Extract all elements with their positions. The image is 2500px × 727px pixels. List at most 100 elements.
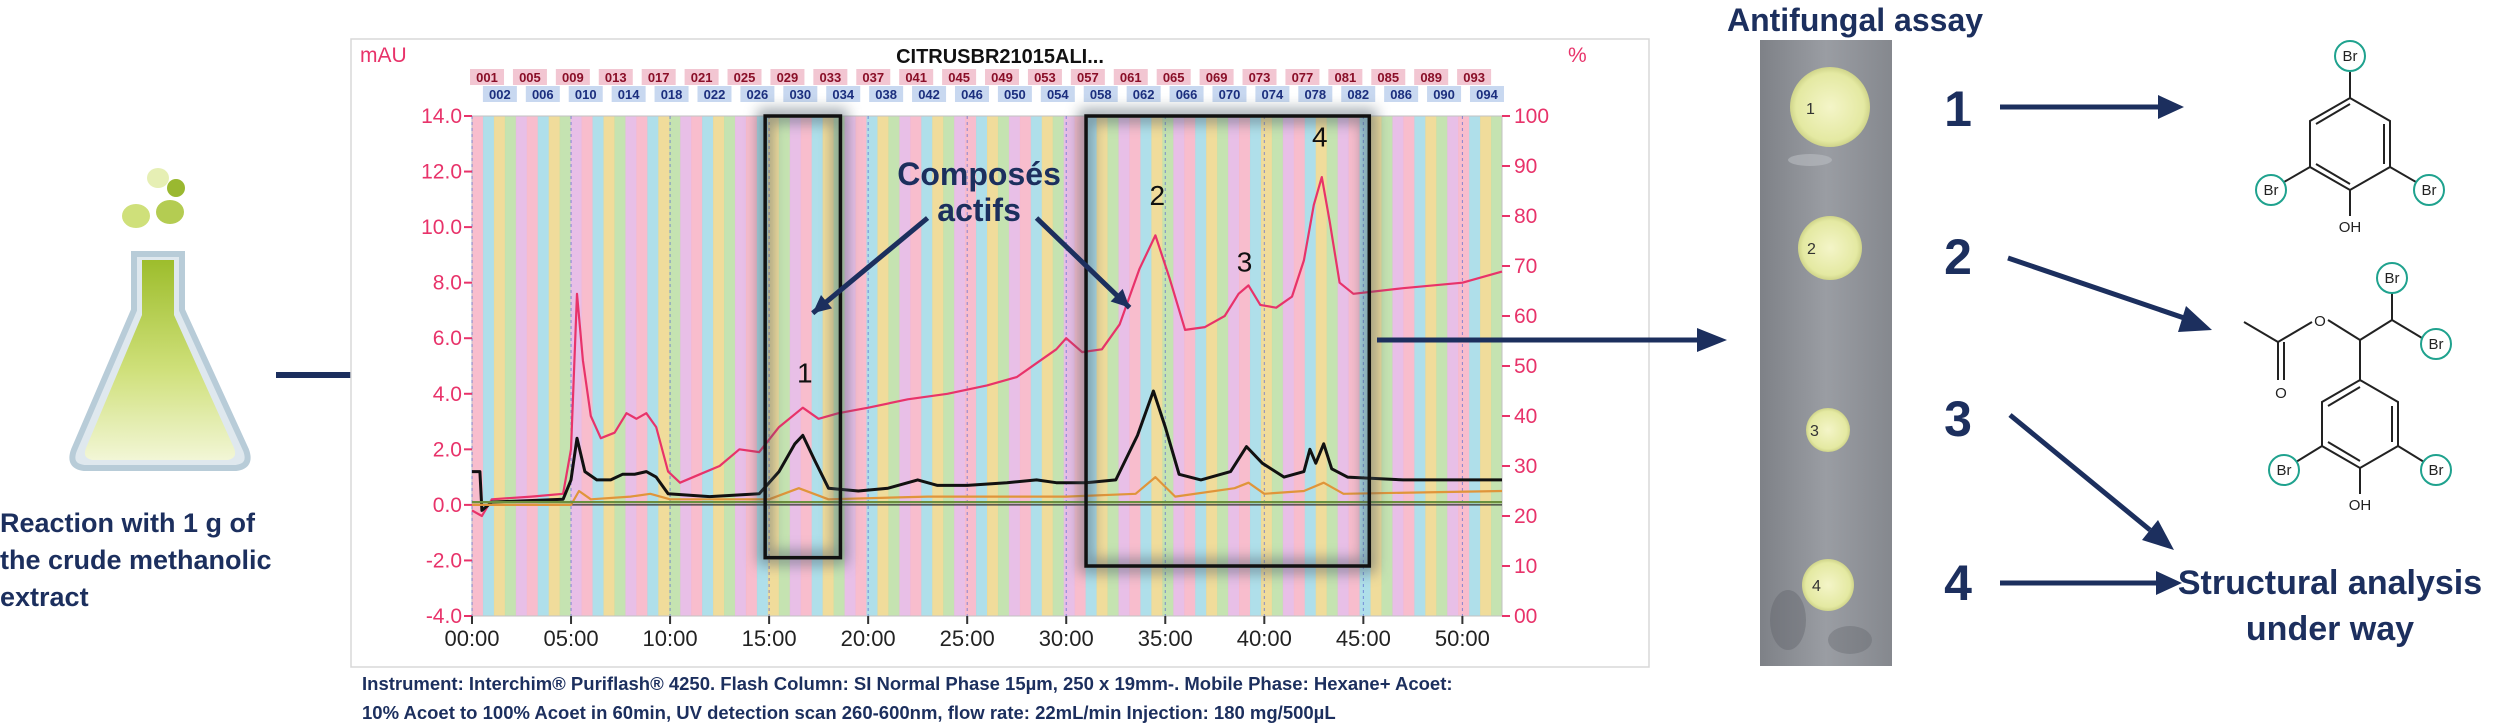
x-tick-label: 40:00 — [1237, 626, 1292, 651]
fraction-label: 054 — [1047, 87, 1069, 102]
fraction-label: 077 — [1292, 70, 1314, 85]
fraction-stripe — [745, 116, 758, 616]
peak-label: 2 — [1150, 180, 1166, 211]
bromine-label: Br — [2422, 182, 2437, 199]
fraction-stripe — [614, 116, 626, 616]
x-tick-label: 35:00 — [1138, 626, 1193, 651]
x-tick-label: 00:00 — [444, 626, 499, 651]
y-left-tick-label: 6.0 — [433, 327, 462, 350]
right-unit-label: % — [1568, 44, 1587, 67]
fraction-stripe — [1195, 116, 1207, 616]
fraction-label: 062 — [1133, 87, 1155, 102]
x-tick-label: 30:00 — [1039, 626, 1094, 651]
fraction-stripe — [1239, 116, 1251, 616]
structure-2-bromophenol-ester: O O Br Br Br Br OH — [2243, 262, 2452, 514]
fraction-label: 089 — [1420, 70, 1442, 85]
fraction-label: 025 — [734, 70, 756, 85]
fraction-stripe — [647, 116, 659, 616]
fraction-label: 009 — [562, 70, 584, 85]
assay-spot-label: 2 — [1807, 241, 1816, 258]
fraction-label: 018 — [661, 87, 683, 102]
fraction-stripe — [1129, 116, 1141, 616]
fraction-stripe — [1151, 116, 1163, 616]
fraction-label: 013 — [605, 70, 627, 85]
fraction-stripe — [515, 116, 528, 616]
fraction-stripe — [669, 116, 681, 616]
y-right-tick-label: 80 — [1514, 205, 1537, 228]
y-left-tick-label: 10.0 — [421, 216, 462, 239]
y-right-tick-label: 60 — [1514, 305, 1537, 328]
fraction-stripe — [778, 116, 791, 616]
y-left-tick-label: -2.0 — [426, 549, 462, 572]
fraction-label: 058 — [1090, 87, 1112, 102]
arrow-to-assay-icon — [1377, 328, 1727, 352]
fraction-stripe — [800, 116, 813, 616]
fraction-stripe — [954, 116, 966, 616]
fraction-stripe — [899, 116, 911, 616]
annotation-label: Composés — [897, 156, 1061, 192]
fraction-label: 017 — [648, 70, 670, 85]
annotation-label: actifs — [937, 192, 1021, 228]
assay-spot-1 — [1790, 67, 1870, 147]
fraction-stripe — [482, 116, 495, 616]
fraction-stripe — [844, 116, 857, 616]
y-left-tick-label: 2.0 — [433, 438, 462, 461]
assay-spot-label: 4 — [1812, 578, 1821, 595]
fraction-stripe — [581, 116, 594, 616]
y-right-tick-label: 50 — [1514, 355, 1537, 378]
assay-spot-label: 1 — [1806, 101, 1815, 118]
fraction-label: 093 — [1463, 70, 1485, 85]
fraction-stripe — [789, 116, 802, 616]
fraction-stripe — [943, 116, 955, 616]
fraction-label: 094 — [1476, 87, 1498, 102]
bromine-label: Br — [2277, 462, 2292, 479]
fraction-label: 010 — [575, 87, 597, 102]
fraction-label: 037 — [862, 70, 884, 85]
fraction-stripe — [1480, 116, 1492, 616]
fraction-stripe — [811, 116, 824, 616]
highlight-box-fractions-2-4 — [1079, 109, 1377, 573]
fraction-label: 073 — [1249, 70, 1271, 85]
hydroxyl-label: OH — [2339, 219, 2362, 236]
chromatogram-series-1 — [472, 389, 1502, 512]
bromine-label: Br — [2343, 48, 2358, 65]
fraction-stripe — [625, 116, 637, 616]
fraction-stripe — [548, 116, 561, 616]
fraction-label: 061 — [1120, 70, 1142, 85]
fraction-label: 021 — [691, 70, 713, 85]
fraction-stripe — [1184, 116, 1196, 616]
assay-title: Antifungal assay — [1726, 2, 1984, 38]
instrument-caption: Instrument: Interchim® Puriflash® 4250. … — [362, 673, 1453, 723]
y-left-tick-label: 14.0 — [421, 105, 462, 128]
assay-plate: 1 2 3 4 — [1760, 40, 1892, 666]
erlenmeyer-flask-icon — [69, 168, 251, 471]
fraction-label: 022 — [704, 87, 726, 102]
fraction-label: 057 — [1077, 70, 1099, 85]
fraction-label: 006 — [532, 87, 554, 102]
y-left-tick-label: -4.0 — [426, 605, 462, 628]
fraction-label: 030 — [789, 87, 811, 102]
fraction-label: 038 — [875, 87, 897, 102]
fraction-stripe — [1458, 116, 1470, 616]
left-unit-label: mAU — [360, 44, 407, 67]
fraction-stripe — [1326, 116, 1339, 616]
fraction-stripe — [734, 116, 747, 616]
fraction-stripe — [1008, 116, 1021, 616]
fraction-stripe — [526, 116, 539, 616]
fraction-label: 029 — [777, 70, 799, 85]
x-tick-label: 05:00 — [544, 626, 599, 651]
fraction-label: 045 — [948, 70, 970, 85]
fraction-stripe — [910, 116, 922, 616]
fraction-stripe — [1030, 116, 1043, 616]
y-left-tick-label: 0.0 — [433, 494, 462, 517]
fraction-stripe — [504, 116, 517, 616]
fraction-stripe — [866, 116, 878, 616]
x-tick-label: 45:00 — [1336, 626, 1391, 651]
chromatogram-series-0 — [471, 176, 1503, 518]
fraction-stripe — [1337, 116, 1350, 616]
fraction-stripe — [965, 116, 977, 616]
chart-title: CITRUSBR21015ALI... — [896, 46, 1104, 68]
fraction-label: 066 — [1176, 87, 1198, 102]
fraction-stripe — [1118, 116, 1130, 616]
fraction-label: 050 — [1004, 87, 1026, 102]
